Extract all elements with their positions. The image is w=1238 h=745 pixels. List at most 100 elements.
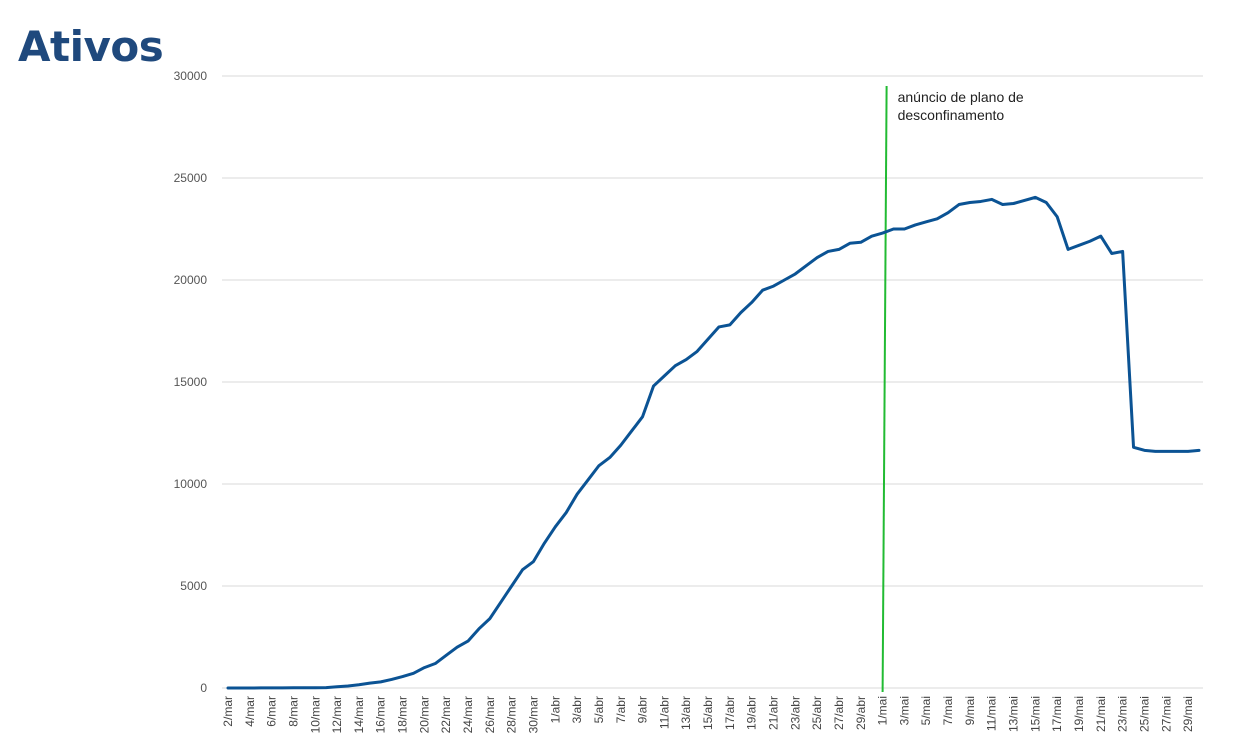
data-point [914,223,917,227]
series-line-ativos [226,195,1201,690]
data-point [1099,234,1103,238]
x-tick-label: 25/abr [810,696,824,730]
data-point [466,639,470,643]
x-tick-label: 17/abr [723,696,737,730]
data-point [1186,450,1190,453]
data-point [499,601,502,604]
data-point [237,686,241,690]
data-point [1143,449,1146,452]
x-tick-label: 13/abr [679,696,693,730]
data-point [357,683,361,686]
data-point [794,272,797,276]
x-tick-label: 27/abr [832,696,846,730]
data-point [946,211,950,214]
data-point [455,646,459,649]
data-point [445,654,448,657]
x-axis-ticks: 2/mar 4/mar 6/mar 8/mar 10/mar 12/mar 14/mar 16… [221,696,1195,733]
annotation-text-line1: anúncio de plano de [898,89,1024,105]
data-point [652,384,655,388]
data-point [1110,252,1113,255]
data-point [1055,215,1059,218]
x-tick-label: 23/abr [788,696,802,730]
data-point [303,686,306,689]
x-tick-label: 3/abr [570,696,584,723]
x-tick-label: 14/mar [352,696,366,733]
x-tick-label: 12/mar [330,696,344,733]
annotation-line [881,85,888,693]
data-point [575,493,579,496]
data-point [314,686,317,689]
x-tick-label: 19/abr [745,696,759,730]
data-point [968,201,972,204]
y-tick-label: 30000 [174,69,208,83]
data-point [979,200,982,203]
data-point [259,686,262,690]
data-point [335,685,339,688]
x-tick-label: 10/mar [308,696,322,733]
y-tick-label: 10000 [174,477,208,491]
data-point [903,227,906,231]
data-point [805,264,808,267]
x-tick-label: 15/abr [701,696,715,730]
x-tick-label: 5/mai [919,696,933,725]
data-point [423,666,426,669]
x-tick-label: 2/mar [221,696,235,727]
data-point [270,686,273,690]
data-point [379,680,382,684]
x-tick-label: 17/mai [1050,696,1064,732]
data-point [401,675,404,678]
data-point [532,560,535,563]
x-tick-label: 27/mai [1159,696,1173,732]
y-tick-label: 25000 [174,171,208,185]
x-tick-label: 30/mar [526,696,540,733]
data-point [521,568,524,571]
data-point [728,323,732,327]
data-point [1121,250,1124,253]
data-point [488,617,492,620]
data-point [935,217,939,220]
x-tick-label: 7/mai [941,696,955,725]
x-tick-label: 21/abr [767,696,781,730]
x-tick-label: 3/mai [897,696,911,725]
data-point [892,227,895,231]
x-tick-label: 1/mai [876,696,890,725]
data-point [870,234,873,238]
data-points [226,196,1201,690]
x-tick-label: 23/mai [1116,696,1130,732]
y-tick-label: 5000 [180,579,207,593]
x-tick-label: 15/mai [1028,696,1042,732]
x-tick-label: 20/mar [417,696,431,733]
data-point [630,429,633,433]
data-point [554,525,557,529]
y-tick-label: 0 [200,681,207,695]
x-tick-label: 7/abr [614,696,628,723]
data-point [1165,450,1168,453]
data-point [1077,244,1081,247]
x-tick-label: 6/mar [265,696,279,727]
x-tick-label: 8/mar [286,696,300,727]
data-point [597,464,601,467]
data-point [1023,199,1026,202]
x-tick-label: 25/mai [1137,696,1151,732]
x-tick-label: 11/abr [657,696,671,729]
data-point [739,311,742,314]
data-point [543,541,546,545]
x-tick-label: 9/abr [636,696,650,723]
x-tick-label: 29/mai [1181,696,1195,732]
page-title: Ativos [18,22,164,71]
data-point [990,198,993,201]
data-point [1154,450,1157,453]
x-tick-label: 29/abr [854,696,868,730]
y-tick-label: 20000 [174,273,208,287]
gridlines [222,75,1203,689]
data-point [826,250,830,253]
data-point [848,242,852,245]
data-point [434,662,437,665]
y-axis-ticks: 0 5000 10000 15000 20000 25000 30000 [174,69,208,695]
data-point [510,584,513,588]
x-tick-label: 1/abr [548,696,562,723]
data-point [674,364,677,367]
x-tick-label: 22/mar [439,696,453,733]
data-point [957,203,961,206]
